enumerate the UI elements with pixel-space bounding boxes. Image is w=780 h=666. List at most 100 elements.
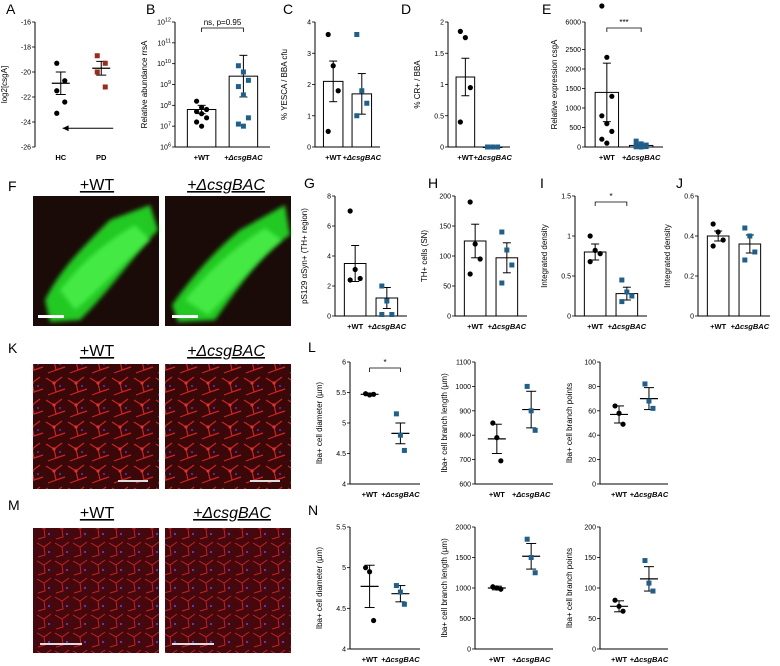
data-point-A-mutant: [94, 53, 100, 59]
y-tick-label-D: 2: [440, 20, 444, 27]
y-tick-label-C: 1: [307, 113, 311, 120]
y-tick-label-L3: 0: [592, 482, 596, 489]
x-tick-label-D: +WT: [457, 153, 473, 162]
y-tick-label-G: 4: [327, 254, 331, 261]
y-tick-label-L2: 700: [459, 457, 471, 464]
data-point-B-mutant: [240, 123, 246, 129]
x-tick-label-J: +WT: [710, 322, 726, 331]
y-axis-label-L3: Iba+ cell branch points: [565, 383, 574, 463]
y-tick-label-N3: 150: [584, 555, 596, 562]
x-tick-label-L2: +ΔcsgBAC: [512, 490, 551, 499]
y-tick-label-E: 6000: [565, 20, 581, 27]
data-point-I-mutant: [629, 293, 635, 299]
data-point-L3-mutant: [642, 381, 648, 387]
data-point-L2-mutant: [532, 427, 538, 433]
data-point-L1-wt: [371, 391, 377, 397]
y-tick-label-L2: 1100: [456, 360, 471, 367]
significance-label-E: ***: [619, 18, 628, 27]
data-point-L2-mutant: [528, 408, 534, 414]
y-tick-label-L3: 100: [584, 360, 596, 367]
data-point-H-wt: [467, 199, 473, 205]
data-point-H-mutant: [499, 229, 505, 235]
data-point-E-wt: [599, 136, 605, 142]
data-point-I-wt: [587, 233, 593, 239]
data-point-H-mutant: [509, 262, 515, 268]
x-tick-label-H: +WT: [467, 322, 483, 331]
y-tick-label-E: 1000: [565, 106, 581, 113]
data-point-A-wt: [62, 99, 68, 105]
data-point-E-mutant: [633, 144, 639, 150]
data-point-N1-mutant: [401, 601, 407, 607]
y-tick-label-G: 2: [327, 284, 331, 291]
y-tick-label-exp-B: 7: [168, 122, 171, 128]
y-tick-label-I: 1: [567, 234, 571, 241]
x-tick-label-G: +WT: [347, 322, 363, 331]
data-point-D-wt: [467, 85, 473, 91]
y-tick-label-base-B: 10: [160, 145, 168, 152]
y-tick-label-N2: 500: [459, 616, 471, 623]
y-tick-label-A: -24: [21, 120, 31, 127]
data-point-J-mutant: [742, 225, 748, 231]
data-point-N1-wt: [371, 617, 377, 624]
x-tick-label-L1: +WT: [362, 490, 378, 499]
y-tick-label-L2: 1000: [455, 384, 471, 391]
x-tick-label-N2: +WT: [489, 655, 505, 664]
y-tick-label-L2: 600: [459, 482, 471, 489]
x-tick-label-E: +WT: [599, 153, 615, 162]
data-point-N2-wt: [498, 586, 504, 592]
y-tick-label-L1: 5.5: [336, 390, 346, 397]
panel-label-C: C: [283, 1, 293, 17]
y-axis-label-C: % YESCA / BBA cfu: [280, 49, 289, 120]
y-axis-label-N1: Iba+ cell diameter (µm): [315, 547, 324, 630]
data-point-G-wt: [357, 275, 363, 282]
data-point-E-wt: [599, 113, 605, 119]
y-tick-label-I: 0: [567, 314, 571, 321]
y-tick-label-N2: 0: [467, 647, 471, 654]
y-axis-label-L2: Iba+ cell branch length (µm): [440, 373, 449, 473]
y-tick-label-D: 0: [440, 145, 444, 152]
data-point-B-wt: [199, 111, 205, 117]
y-tick-label-N1: 5: [342, 565, 346, 572]
data-point-G-mutant: [389, 312, 395, 317]
y-tick-label-E: 500: [569, 125, 581, 132]
data-point-D-mutant: [485, 144, 491, 150]
y-axis-label-N3: Iba+ cell branch points: [565, 548, 574, 628]
y-tick-label-exp-B: 11: [165, 38, 171, 44]
data-point-N1-mutant: [393, 583, 399, 589]
data-point-B-mutant: [235, 63, 241, 69]
data-point-A-wt: [54, 60, 60, 66]
panel-K-right-title: +ΔcsgBAC: [187, 343, 265, 360]
data-point-H-wt: [477, 256, 483, 262]
data-point-B-mutant: [245, 115, 251, 121]
data-point-L1-wt: [367, 392, 373, 398]
data-point-L3-wt: [616, 410, 622, 416]
y-tick-label-J: 0.4: [684, 234, 694, 241]
x-tick-label-C: +ΔcsgBAC: [343, 153, 382, 162]
y-tick-label-base-B: 10: [157, 61, 165, 68]
y-tick-label-L1: 5: [342, 421, 346, 428]
micrograph-F-wt: [33, 196, 159, 326]
data-point-L1-wt: [363, 391, 369, 397]
y-tick-label-H: 100: [439, 254, 451, 261]
significance-bracket-L1: [369, 367, 401, 372]
panel-M-left-title: +WT: [80, 505, 114, 522]
y-tick-label-exp-B: 10: [165, 59, 171, 65]
y-tick-label-B: 106: [160, 143, 171, 152]
data-point-D-mutant: [495, 144, 501, 150]
y-tick-label-A: -26: [21, 145, 31, 152]
y-tick-label-L1: 6: [342, 360, 346, 367]
bar-J-wt: [706, 235, 730, 317]
data-point-D-wt: [462, 35, 468, 41]
data-point-H-wt: [472, 241, 478, 247]
data-point-L2-wt: [490, 420, 496, 426]
x-tick-label-D: +ΔcsgBAC: [473, 153, 512, 162]
y-tick-label-G: 0: [327, 314, 331, 321]
data-point-N3-mutant: [642, 558, 648, 564]
data-point-I-mutant: [619, 277, 625, 283]
y-tick-label-L1: 4: [342, 482, 346, 489]
significance-bracket-I: [594, 201, 628, 206]
data-point-I-wt: [587, 259, 593, 265]
x-tick-label-L1: +ΔcsgBAC: [381, 490, 420, 499]
y-tick-label-N3: 0: [592, 647, 596, 654]
data-point-B-mutant: [235, 84, 241, 90]
